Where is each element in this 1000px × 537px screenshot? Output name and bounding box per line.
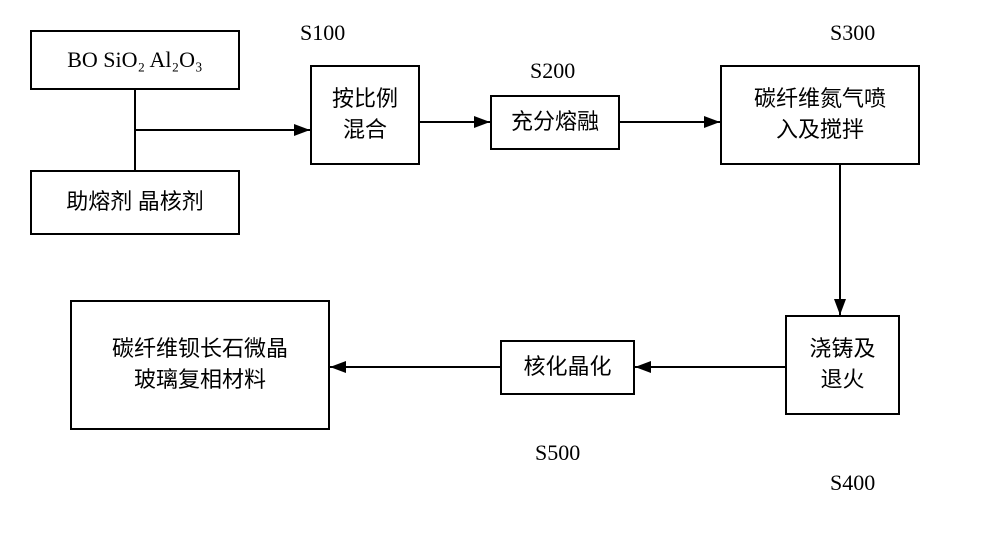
step-label-label_s500: S500 — [535, 440, 580, 466]
step-label-label_s100: S100 — [300, 20, 345, 46]
node-text-step_s400: 浇铸及 退火 — [809, 334, 875, 396]
node-text-ingredients_top: BO SiO₂ Al₂O₃ — [67, 45, 202, 76]
node-ingredients_bottom: 助熔剂 晶核剂 — [30, 170, 240, 235]
step-label-label_s300: S300 — [830, 20, 875, 46]
node-text-ingredients_bottom: 助熔剂 晶核剂 — [66, 187, 204, 218]
flowchart-canvas: BO SiO₂ Al₂O₃ 助熔剂 晶核剂 按比例 混合 充分熔融 碳纤维氮气喷 入及搅… — [0, 0, 1000, 537]
node-text-step_s300: 碳纤维氮气喷 入及搅拌 — [754, 84, 886, 146]
step-label-label_s400: S400 — [830, 470, 875, 496]
node-product: 碳纤维钡长石微晶 玻璃复相材料 — [70, 300, 330, 430]
step-label-label_s200: S200 — [530, 58, 575, 84]
node-ingredients_top: BO SiO₂ Al₂O₃ — [30, 30, 240, 90]
node-text-product: 碳纤维钡长石微晶 玻璃复相材料 — [112, 334, 288, 396]
node-step_s500: 核化晶化 — [500, 340, 635, 395]
node-step_s300: 碳纤维氮气喷 入及搅拌 — [720, 65, 920, 165]
node-step_s200: 充分熔融 — [490, 95, 620, 150]
node-text-step_s500: 核化晶化 — [523, 352, 611, 383]
node-step_s100: 按比例 混合 — [310, 65, 420, 165]
node-step_s400: 浇铸及 退火 — [785, 315, 900, 415]
node-text-step_s200: 充分熔融 — [511, 107, 599, 138]
node-text-step_s100: 按比例 混合 — [332, 84, 398, 146]
